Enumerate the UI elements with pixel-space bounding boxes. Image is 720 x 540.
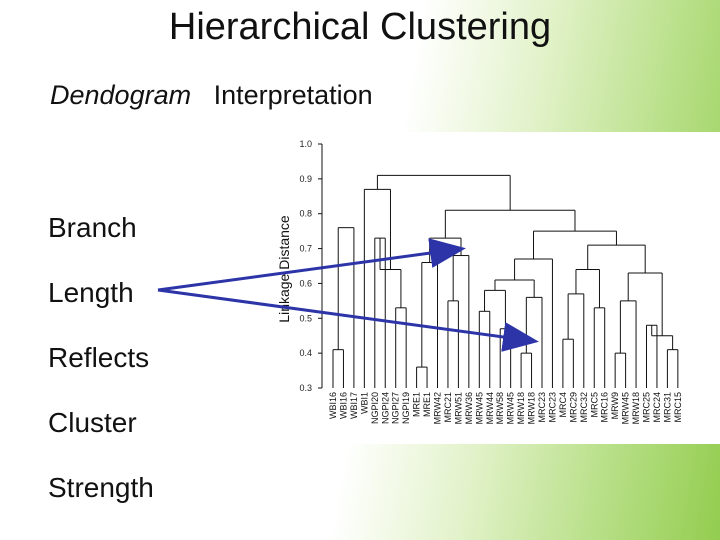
leaf-label: MRW42 [433,392,443,424]
leaf-label: MRW18 [631,392,641,424]
leaf-label: NGPI24 [380,392,390,424]
leaf-label: MRC25 [642,392,652,423]
leaf-label: MRC32 [579,392,589,423]
bullet-reflects: Reflects [48,342,150,373]
leaf-label: MRC4 [558,392,568,418]
y-tick-label: 0.5 [299,313,312,323]
leaf-label: NGPI27 [391,392,401,424]
y-tick-label: 1.0 [299,139,312,149]
leaf-label: MRC23 [537,392,547,423]
leaf-label: MRW45 [474,392,484,424]
dendrogram-svg: 1.0 0.9 0.8 0.7 0.6 0.5 0.4 0.3 Linkage Distance… [276,139,683,424]
bullet-cluster: Cluster [48,407,137,438]
leaf-label: MRC15 [673,392,683,423]
leaf-label: WBI16 [338,392,348,419]
leaf-label: MRE1 [422,392,432,417]
y-tick-label: 0.8 [299,209,312,219]
leaf-label: WBI16 [328,392,338,419]
bullet-strength: Strength [48,472,154,503]
leaf-label: MRW9 [610,392,620,419]
y-tick-label: 0.6 [299,278,312,288]
y-tick-label: 0.7 [299,244,312,254]
y-tick-label: 0.9 [299,174,312,184]
leaf-label: MRW18 [527,392,537,424]
leaf-label: WBI1 [359,392,369,414]
leaf-label: MRC5 [589,392,599,418]
leaf-label: MRW58 [495,392,505,424]
leaf-label: MRC23 [547,392,557,423]
leaf-label: MRC24 [652,392,662,423]
slide-subtitle: Dendogram Interpretation [50,80,373,111]
subtitle-interpretation: Interpretation [213,80,373,110]
leaf-label: MRC21 [443,392,453,423]
slide-title: Hierarchical Clustering [168,6,552,48]
bullet-branch: Branch [48,212,137,243]
leaf-label: MRC31 [662,392,672,423]
leaf-label: NGPI19 [401,392,411,424]
leaf-label: MRW36 [464,392,474,424]
leaf-label: WBI17 [349,392,359,419]
subtitle-dendogram: Dendogram [50,80,192,110]
leaf-label: MRE1 [412,392,422,417]
leaf-label: MRC16 [600,392,610,423]
bullet-length: Length [48,277,134,308]
y-axis-label: Linkage Distance [276,215,292,323]
leaf-label: MRW45 [621,392,631,424]
dendrogram-chart: 1.0 0.9 0.8 0.7 0.6 0.5 0.4 0.3 Linkage Distance… [266,132,720,444]
leaf-label: NGPI20 [370,392,380,424]
leaf-label: MRW45 [506,392,516,424]
leaf-label: MRC29 [568,392,578,423]
y-tick-label: 0.4 [299,348,312,358]
leaf-label: MRW18 [516,392,526,424]
y-tick-label: 0.3 [299,383,312,393]
leaf-label: MRW44 [485,392,495,424]
leaf-label: MRW51 [453,392,463,424]
